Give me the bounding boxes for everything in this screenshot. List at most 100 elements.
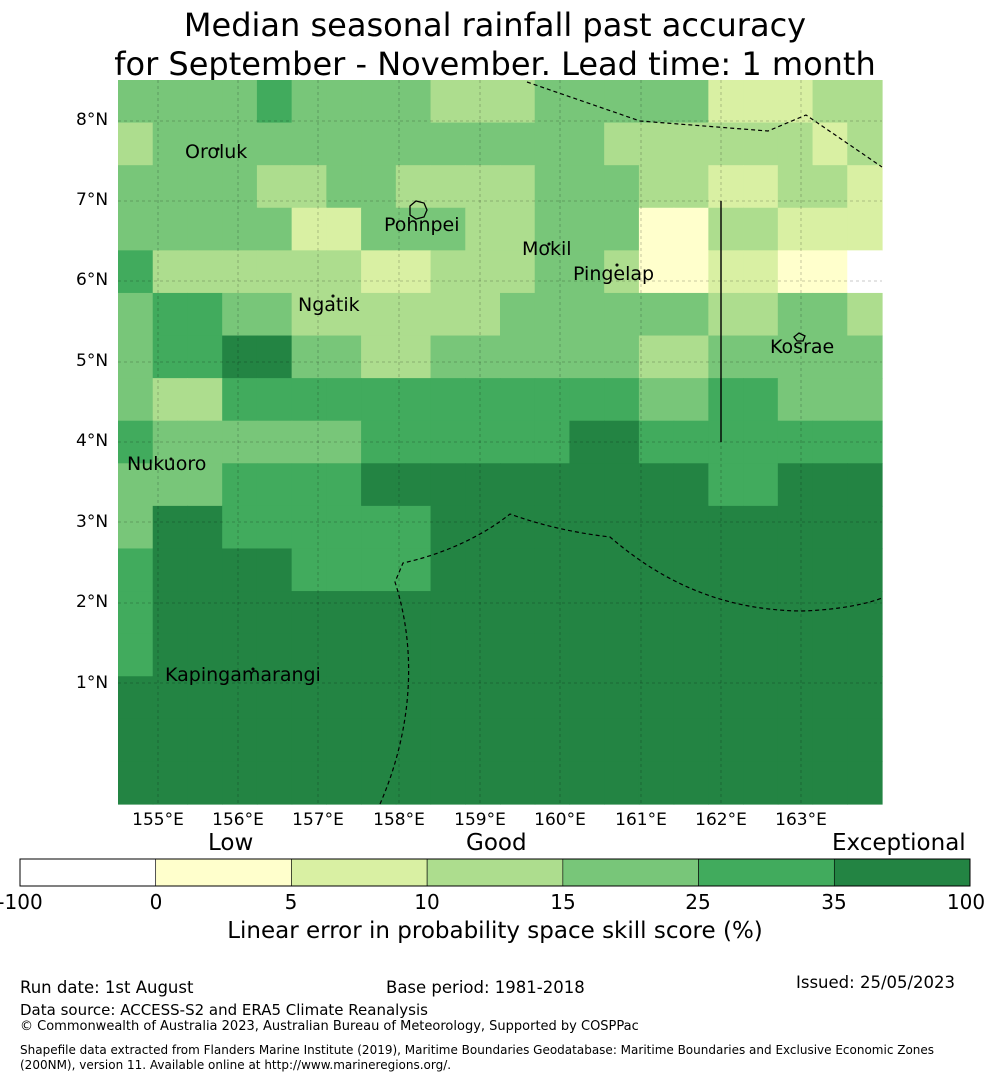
grid-cell	[638, 676, 675, 720]
grid-cell	[812, 207, 848, 251]
grid-cell	[500, 165, 536, 209]
colorbar	[19, 858, 971, 887]
grid-cell	[500, 335, 536, 379]
grid-cell	[534, 676, 571, 720]
grid-cell	[326, 591, 362, 635]
grid-cell	[708, 676, 744, 720]
grid-cell	[604, 633, 640, 677]
grid-cell	[708, 80, 744, 124]
grid-cell	[812, 463, 848, 507]
grid-cell	[638, 548, 675, 592]
grid-cell	[291, 505, 327, 550]
grid-cell	[638, 378, 675, 422]
grid-cell	[708, 250, 744, 294]
grid-cell	[256, 463, 293, 507]
grid-cell	[847, 335, 883, 379]
grid-cell	[326, 207, 362, 251]
grid-cell	[812, 378, 848, 422]
grid-cell	[777, 250, 814, 294]
grid-cell	[430, 548, 466, 592]
grid-cell	[395, 676, 432, 720]
grid-cell	[500, 463, 536, 507]
grid-cell	[638, 761, 675, 805]
grid-cell	[465, 591, 501, 635]
grid-cell	[534, 718, 571, 763]
grid-cell	[222, 505, 258, 550]
grid-cell	[326, 761, 362, 805]
grid-cell	[743, 292, 779, 337]
grid-cell	[534, 505, 571, 550]
grid-cell	[118, 165, 154, 209]
grid-cell	[708, 335, 744, 379]
issued-date: Issued: 25/05/2023	[796, 973, 956, 992]
grid-cell	[361, 420, 397, 464]
grid-cell	[604, 165, 640, 209]
grid-cell	[534, 591, 571, 635]
grid-cell	[534, 761, 571, 805]
grid-cell	[569, 463, 605, 507]
grid-cell	[569, 335, 605, 379]
grid-cell	[847, 548, 883, 592]
grid-cell	[395, 80, 432, 124]
grid-cell	[256, 676, 293, 720]
grid-cell	[222, 378, 258, 422]
grid-cell	[361, 718, 397, 763]
grid-cell	[777, 335, 814, 379]
place-pingelap: Pingelap	[573, 263, 655, 285]
grid-cell	[638, 207, 675, 251]
grid-cell	[326, 420, 362, 464]
grid-cell	[812, 420, 848, 464]
grid-cell	[534, 250, 571, 294]
grid-cell	[812, 80, 848, 124]
grid-cell	[430, 292, 466, 337]
grid-cell	[638, 463, 675, 507]
grid-cell	[187, 548, 223, 592]
lat-label-7n: 7°N	[76, 190, 109, 210]
grid-cell	[847, 378, 883, 422]
grid-cell	[152, 420, 189, 464]
colorbar-swatch	[833, 858, 971, 887]
grid-cell	[777, 292, 814, 337]
grid-cell	[743, 676, 779, 720]
kosrae-island	[793, 332, 806, 342]
grid-cell	[638, 165, 675, 209]
grid-cell	[604, 122, 640, 166]
grid-cell	[777, 122, 814, 166]
grid-cell	[395, 548, 432, 592]
grid-cell	[534, 335, 571, 379]
grid-cell	[361, 505, 397, 550]
grid-cell	[152, 122, 189, 166]
grid-cell	[812, 761, 848, 805]
lat-label-8n: 8°N	[76, 110, 109, 130]
data-source: Data source: ACCESS-S2 and ERA5 Climate …	[20, 1001, 428, 1019]
grid-cell	[604, 505, 640, 550]
grid-cell	[430, 761, 466, 805]
grid-cell	[430, 676, 466, 720]
grid-cell	[222, 420, 258, 464]
grid-cell	[569, 591, 605, 635]
grid-cell	[847, 165, 883, 209]
grid-cell	[743, 463, 779, 507]
grid-cell	[604, 80, 640, 124]
grid-cell	[673, 335, 709, 379]
grid-cell	[777, 676, 814, 720]
lon-label-156e: 156°E	[212, 810, 264, 830]
grid-cell	[187, 463, 223, 507]
grid-cell	[673, 548, 709, 592]
grid-cell	[395, 122, 432, 166]
grid-cell	[291, 335, 327, 379]
grid-cell	[291, 633, 327, 677]
grid-cell	[326, 505, 362, 550]
grid-cell	[465, 548, 501, 592]
grid-cell	[395, 378, 432, 422]
grid-cell	[465, 122, 501, 166]
grid-cell	[638, 505, 675, 550]
grid-cell	[638, 80, 675, 124]
map-title-line-1: Median seasonal rainfall past accuracy	[183, 6, 807, 44]
grid-cell	[708, 122, 744, 166]
grid-cell	[118, 420, 154, 464]
lon-label-158e: 158°E	[373, 810, 425, 830]
grid-cell	[847, 207, 883, 251]
grid-cell	[222, 761, 258, 805]
grid-cell	[395, 761, 432, 805]
